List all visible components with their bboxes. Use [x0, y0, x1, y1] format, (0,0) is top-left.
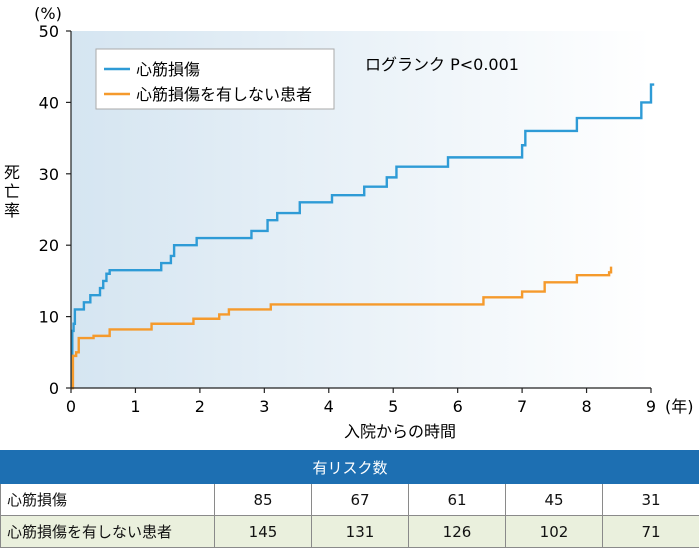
risk-cell: 67 — [312, 484, 409, 516]
risk-cell: 31 — [603, 484, 699, 516]
risk-cell: 71 — [603, 516, 699, 548]
risk-cell: 126 — [409, 516, 506, 548]
y-unit-label: (%) — [34, 4, 62, 23]
x-axis-title: 入院からの時間 — [344, 422, 456, 441]
x-tick-label: 0 — [66, 397, 76, 416]
legend: 心筋損傷 心筋損傷を有しない患者 — [96, 49, 334, 109]
x-tick-label: 6 — [453, 397, 463, 416]
y-tick-label: 30 — [39, 165, 59, 184]
x-tick-label: 8 — [581, 397, 591, 416]
risk-table-row: 心筋損傷を有しない患者 145 131 126 102 71 — [1, 516, 699, 548]
risk-cell: 85 — [215, 484, 312, 516]
risk-table-header-row: 有リスク数 — [1, 451, 699, 484]
survival-chart: 0 10 20 30 40 50 0 1 2 3 4 5 6 7 8 9 (%) (年) 入院からの時間 死… — [0, 0, 699, 450]
risk-row-label: 心筋損傷 — [1, 484, 215, 516]
risk-table-title: 有リスク数 — [1, 451, 699, 484]
x-tick-label: 5 — [388, 397, 398, 416]
x-tick-label: 3 — [259, 397, 269, 416]
risk-cell: 131 — [312, 516, 409, 548]
risk-cell: 145 — [215, 516, 312, 548]
y-tick-label: 10 — [39, 308, 59, 327]
x-tick-label: 9 — [646, 397, 656, 416]
x-tick-label: 7 — [517, 397, 527, 416]
y-axis-title: 死亡率 — [4, 163, 20, 220]
x-tick-label: 1 — [130, 397, 140, 416]
risk-cell: 61 — [409, 484, 506, 516]
y-tick-label: 0 — [49, 379, 59, 398]
x-unit-label: (年) — [665, 397, 694, 416]
risk-row-label: 心筋損傷を有しない患者 — [1, 516, 215, 548]
x-tick-label: 4 — [324, 397, 334, 416]
risk-cell: 102 — [506, 516, 603, 548]
x-tick-label: 2 — [195, 397, 205, 416]
risk-table: 有リスク数 心筋損傷 85 67 61 45 31 心筋損傷を有しない患者 14… — [0, 450, 699, 548]
y-tick-label: 50 — [39, 22, 59, 41]
y-tick-label: 20 — [39, 236, 59, 255]
risk-cell: 45 — [506, 484, 603, 516]
legend-label-myocardial-injury: 心筋損傷 — [136, 60, 200, 79]
logrank-annotation: ログランク P<0.001 — [365, 55, 519, 74]
y-tick-label: 40 — [39, 93, 59, 112]
legend-label-no-myocardial-injury: 心筋損傷を有しない患者 — [136, 85, 312, 104]
risk-table-row: 心筋損傷 85 67 61 45 31 — [1, 484, 699, 516]
